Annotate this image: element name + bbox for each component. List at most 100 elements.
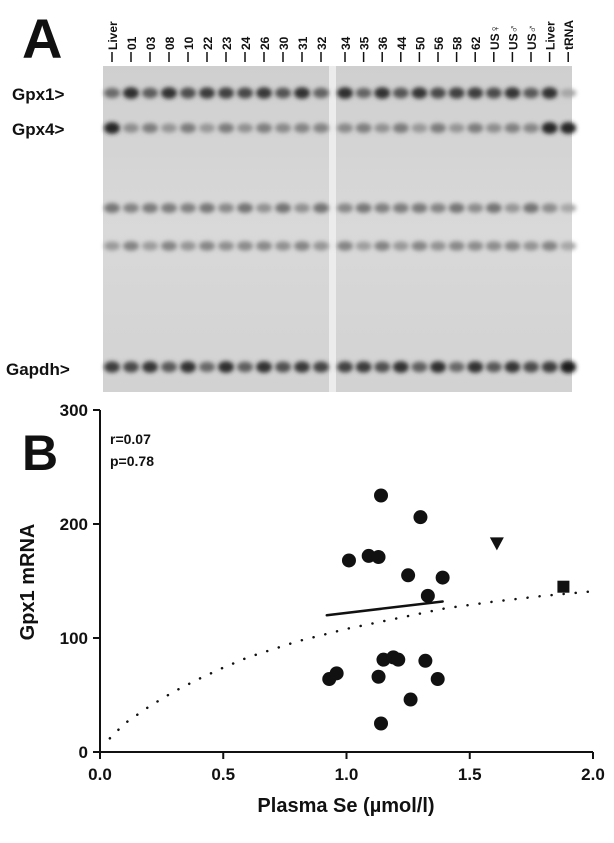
band bbox=[467, 241, 484, 251]
band bbox=[430, 203, 446, 213]
lane-label: US♀ bbox=[488, 24, 502, 50]
x-tick-label: 1.5 bbox=[458, 765, 482, 784]
band bbox=[275, 87, 291, 99]
band bbox=[237, 87, 253, 99]
band bbox=[313, 87, 329, 99]
lane-label: 08 bbox=[163, 36, 177, 50]
point bbox=[489, 537, 504, 551]
band bbox=[374, 241, 391, 251]
point bbox=[430, 672, 445, 687]
band bbox=[560, 360, 577, 374]
band bbox=[237, 361, 253, 373]
band bbox=[161, 203, 177, 213]
band bbox=[337, 123, 353, 133]
band bbox=[485, 123, 502, 133]
lane-label: 32 bbox=[315, 36, 329, 50]
band bbox=[180, 87, 196, 99]
lane-label: US♂ bbox=[525, 24, 539, 50]
point bbox=[401, 568, 416, 583]
x-tick-label: 2.0 bbox=[581, 765, 605, 784]
band bbox=[180, 241, 196, 251]
band bbox=[411, 361, 428, 373]
band bbox=[467, 87, 484, 99]
lane-labels: Liver 01 03 08 10 22 23 24 26 30 31 32 34 35 36 44 50 56 5… bbox=[106, 20, 576, 62]
trend-line bbox=[325, 600, 444, 617]
band bbox=[294, 123, 310, 133]
point bbox=[329, 666, 344, 681]
band bbox=[523, 241, 539, 251]
x-tick-label: 0.0 bbox=[88, 765, 112, 784]
band bbox=[104, 241, 120, 251]
band bbox=[485, 87, 502, 99]
band bbox=[504, 203, 521, 213]
band bbox=[256, 203, 272, 213]
band bbox=[180, 361, 196, 373]
lane-label: Liver bbox=[106, 21, 120, 50]
band bbox=[142, 123, 158, 133]
band bbox=[392, 361, 409, 373]
band bbox=[104, 87, 120, 99]
lane-label: 26 bbox=[258, 36, 272, 50]
x-tick-label: 0.5 bbox=[211, 765, 235, 784]
band bbox=[541, 203, 558, 213]
lane-label: Liver bbox=[544, 21, 558, 50]
band bbox=[448, 361, 465, 373]
band bbox=[392, 123, 409, 133]
panel-label: A bbox=[22, 7, 62, 70]
band bbox=[275, 241, 291, 251]
band bbox=[411, 203, 428, 213]
y-axis-label: Gpx1 mRNA bbox=[17, 524, 39, 641]
band bbox=[523, 203, 539, 213]
point bbox=[435, 570, 450, 585]
band bbox=[123, 87, 139, 99]
band bbox=[541, 122, 558, 134]
band bbox=[504, 87, 521, 99]
band bbox=[374, 203, 391, 213]
lane-label: 01 bbox=[125, 36, 139, 50]
band bbox=[161, 361, 177, 373]
band bbox=[275, 361, 291, 373]
band-label: Gpx1> bbox=[12, 85, 65, 104]
band bbox=[560, 241, 577, 251]
band bbox=[142, 361, 158, 373]
band bbox=[218, 123, 234, 133]
band bbox=[337, 87, 353, 99]
point bbox=[420, 588, 435, 603]
lane-label: 10 bbox=[182, 36, 196, 50]
band bbox=[374, 87, 391, 99]
band bbox=[560, 203, 577, 213]
band bbox=[142, 87, 158, 99]
band bbox=[142, 241, 158, 251]
band bbox=[504, 361, 521, 373]
band bbox=[294, 87, 310, 99]
point bbox=[374, 488, 389, 503]
band bbox=[199, 241, 215, 251]
band bbox=[541, 241, 558, 251]
band bbox=[355, 361, 372, 373]
lane-label: 62 bbox=[469, 36, 483, 50]
band bbox=[448, 241, 465, 251]
band bbox=[142, 203, 158, 213]
band bbox=[411, 87, 428, 99]
band bbox=[430, 87, 446, 99]
band bbox=[485, 361, 502, 373]
band bbox=[161, 123, 177, 133]
band bbox=[294, 361, 310, 373]
band bbox=[218, 241, 234, 251]
band bbox=[256, 87, 272, 99]
point bbox=[403, 692, 418, 707]
band bbox=[123, 203, 139, 213]
band-label: Gapdh> bbox=[6, 360, 70, 379]
band bbox=[485, 203, 502, 213]
lane-label: 23 bbox=[220, 36, 234, 50]
band bbox=[430, 123, 446, 133]
band-label: Gpx4> bbox=[12, 120, 65, 139]
band bbox=[199, 203, 215, 213]
band bbox=[123, 241, 139, 251]
point bbox=[371, 669, 386, 684]
band bbox=[337, 361, 353, 373]
lane-label: US♂ bbox=[506, 24, 520, 50]
band bbox=[218, 361, 234, 373]
lane-label: 24 bbox=[239, 36, 253, 50]
